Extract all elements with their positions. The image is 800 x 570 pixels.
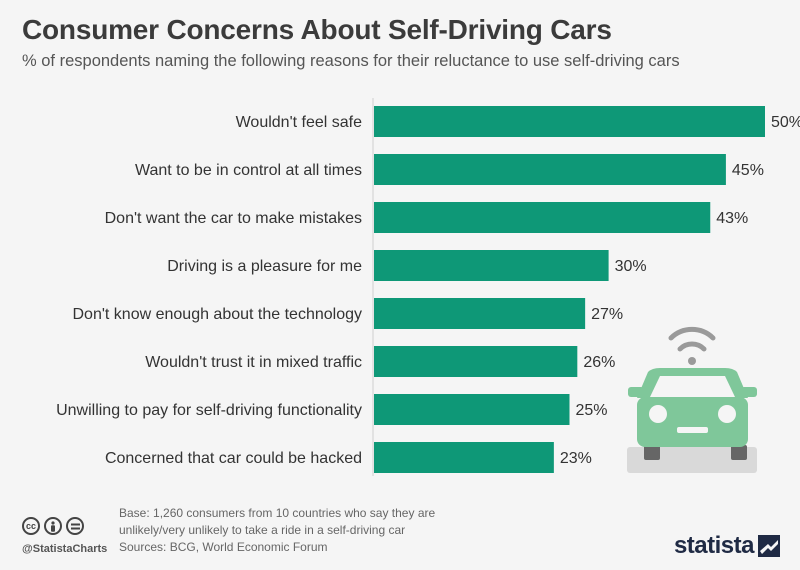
bars-layer: Wouldn't feel safe 50% Want to be in contr… xyxy=(56,106,800,473)
value-label: 26% xyxy=(583,354,615,371)
category-label: Wouldn't feel safe xyxy=(236,114,362,131)
attribution-icon[interactable] xyxy=(44,517,62,535)
category-label: Don't know enough about the technology xyxy=(73,306,363,323)
value-label: 30% xyxy=(615,258,647,275)
car-wheel-left xyxy=(644,445,660,460)
car-headlight-left xyxy=(649,405,667,423)
bar xyxy=(374,250,609,281)
license-icons: cc xyxy=(22,517,84,535)
no-derivatives-icon[interactable] xyxy=(66,517,84,535)
bar xyxy=(374,346,578,377)
bar xyxy=(374,442,554,473)
car-windshield xyxy=(650,376,735,397)
signal-arc-large xyxy=(668,326,716,341)
chart-title: Consumer Concerns About Self-Driving Car… xyxy=(22,14,612,45)
person-icon xyxy=(51,520,55,532)
social-handle[interactable]: @StatistaCharts xyxy=(22,543,108,555)
category-label: Concerned that car could be hacked xyxy=(105,450,362,467)
bar xyxy=(374,202,711,233)
chart-subtitle: % of respondents naming the following re… xyxy=(22,52,680,70)
statista-mark-icon xyxy=(758,535,780,557)
bar xyxy=(374,298,586,329)
signal-arc-small xyxy=(677,341,707,352)
category-label: Driving is a pleasure for me xyxy=(167,258,362,275)
value-label: 50% xyxy=(771,114,800,131)
footer-note: Base: 1,260 consumers from 10 countries … xyxy=(119,505,539,556)
value-label: 45% xyxy=(732,162,764,179)
bar xyxy=(374,154,726,185)
car-grille xyxy=(677,427,708,433)
equals-icon xyxy=(70,523,80,529)
base-note-line-1: Base: 1,260 consumers from 10 countries … xyxy=(119,506,436,520)
bar-chart: Wouldn't feel safe 50% Want to be in contr… xyxy=(56,98,800,476)
brand-name: statista xyxy=(673,532,755,559)
category-label: Unwilling to pay for self-driving functi… xyxy=(56,402,362,419)
creative-commons-icon[interactable]: cc xyxy=(22,517,40,535)
car-headlight-right xyxy=(718,405,736,423)
value-label: 27% xyxy=(591,306,623,323)
base-note-line-2: unlikely/very unlikely to take a ride in… xyxy=(119,523,406,537)
connected-car-icon xyxy=(627,326,757,473)
value-label: 23% xyxy=(560,450,592,467)
bar xyxy=(374,394,570,425)
category-label: Wouldn't trust it in mixed traffic xyxy=(145,354,362,371)
car-body xyxy=(637,397,748,447)
category-label: Want to be in control at all times xyxy=(135,162,362,179)
car-wheel-right xyxy=(731,445,747,460)
statista-logo[interactable]: statista xyxy=(674,532,780,560)
value-label: 43% xyxy=(716,210,748,227)
signal-dot xyxy=(688,357,696,365)
value-label: 25% xyxy=(576,402,608,419)
category-label: Don't want the car to make mistakes xyxy=(105,210,362,227)
sources-note: Sources: BCG, World Economic Forum xyxy=(119,540,328,554)
bar xyxy=(374,106,765,137)
